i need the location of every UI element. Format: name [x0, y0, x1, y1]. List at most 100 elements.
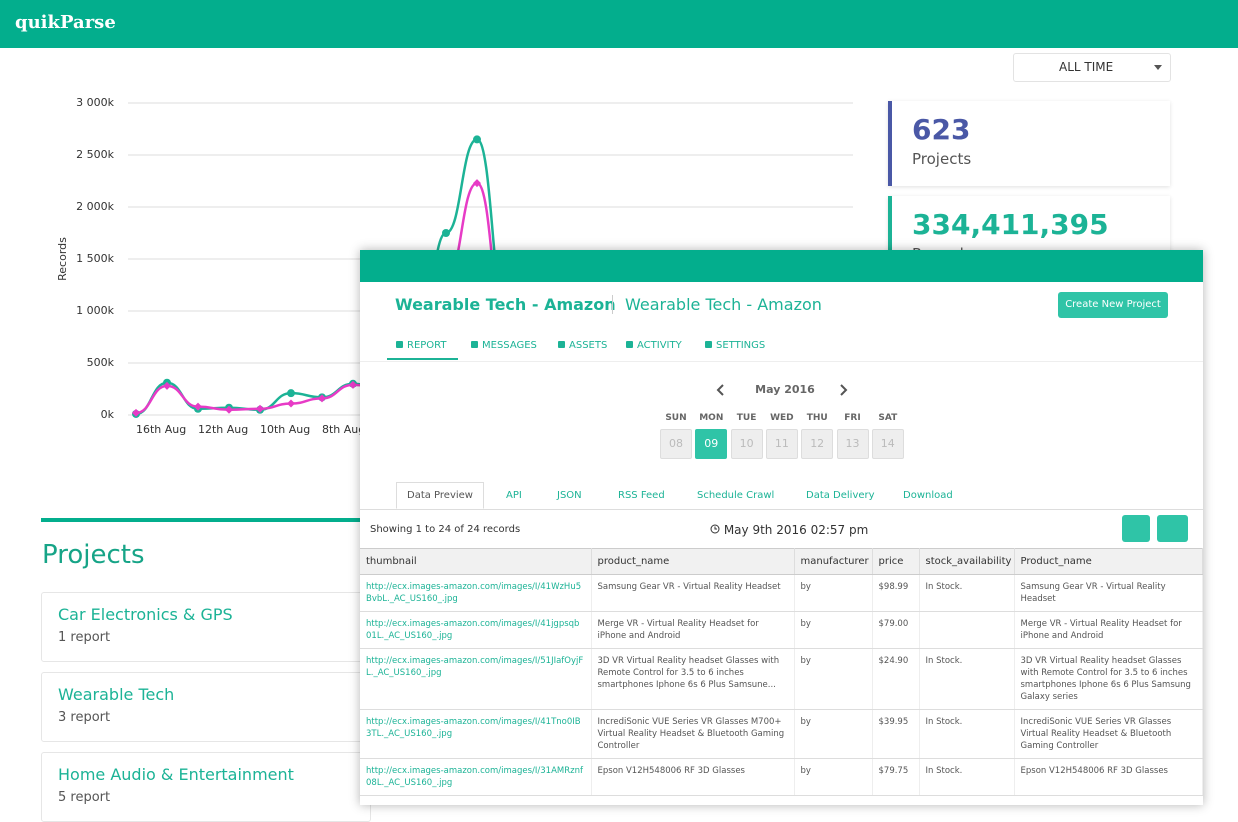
- table-cell[interactable]: http://ecx.images-amazon.com/images/I/41…: [360, 574, 592, 612]
- y-tick-label: 2 500k: [76, 148, 114, 161]
- clock-icon: [710, 524, 720, 534]
- table-cell: by: [794, 758, 873, 796]
- point: [256, 404, 264, 413]
- date-cell[interactable]: 12: [801, 429, 834, 459]
- range-dropdown[interactable]: ALL TIME: [1013, 53, 1171, 82]
- table-cell: [919, 611, 1015, 649]
- nav-tab[interactable]: SETTINGS: [705, 340, 765, 351]
- modal-title: Wearable Tech - Amazon: [395, 295, 616, 314]
- table-cell[interactable]: http://ecx.images-amazon.com/images/I/41…: [360, 709, 592, 759]
- x-tick-label: 16th Aug: [136, 423, 186, 436]
- table-cell: Samsung Gear VR - Virtual Reality Headse…: [591, 574, 795, 612]
- next-month[interactable]: [838, 384, 848, 396]
- date-cell[interactable]: 14: [871, 429, 904, 459]
- point: [194, 402, 202, 411]
- table-cell: $24.90: [872, 648, 920, 710]
- project-reports: 3 report: [58, 710, 111, 725]
- table-cell[interactable]: http://ecx.images-amazon.com/images/I/51…: [360, 648, 592, 710]
- prev-month[interactable]: [716, 384, 726, 396]
- project-card[interactable]: Wearable Tech 3 report: [41, 672, 371, 742]
- project-card[interactable]: Home Audio & Entertainment 5 report: [41, 752, 371, 822]
- column-header: product_name: [591, 548, 795, 575]
- nav-tab[interactable]: ASSETS: [558, 340, 607, 351]
- record-count: Showing 1 to 24 of 24 records: [370, 524, 521, 535]
- day-name: THU: [806, 413, 828, 423]
- timestamp: May 9th 2016 02:57 pm: [710, 523, 868, 537]
- day-name: SUN: [665, 413, 687, 423]
- sub-tab[interactable]: Schedule Crawl: [697, 490, 775, 501]
- day-name: MON: [699, 413, 724, 423]
- table-cell: Epson V12H548006 RF 3D Glasses: [591, 758, 795, 796]
- column-header: thumbnail: [360, 548, 592, 575]
- table-cell: 3D VR Virtual Reality headset Glasses wi…: [591, 648, 795, 710]
- search-button[interactable]: [1122, 515, 1150, 542]
- project-name: Home Audio & Entertainment: [58, 765, 294, 784]
- project-name: Car Electronics & GPS: [58, 605, 233, 624]
- project-card[interactable]: Car Electronics & GPS 1 report: [41, 592, 371, 662]
- y-tick-label: 2 000k: [76, 200, 114, 213]
- series-line: [135, 181, 509, 415]
- table-cell: 3D VR Virtual Reality headset Glasses wi…: [1014, 648, 1203, 710]
- sub-tab[interactable]: Data Preview: [396, 482, 484, 509]
- x-tick-label: 10th Aug: [260, 423, 310, 436]
- month-label: May 2016: [755, 383, 815, 396]
- caret: [1154, 65, 1162, 70]
- create-button[interactable]: Create New Project: [1058, 292, 1168, 318]
- table-cell: $98.99: [872, 574, 920, 612]
- y-tick-label: 3 000k: [76, 96, 114, 109]
- nav-tab[interactable]: ACTIVITY: [626, 340, 682, 351]
- settings-button[interactable]: [1157, 515, 1188, 542]
- stat-card: 623 Projects: [888, 101, 1170, 186]
- projects-title: Projects: [42, 540, 145, 570]
- point: [132, 408, 140, 417]
- day-name: FRI: [844, 413, 861, 423]
- y-tick-label: 1 500k: [76, 252, 114, 265]
- sub-tab[interactable]: API: [506, 490, 522, 501]
- top-bar: quikParse: [0, 0, 1238, 48]
- nav-tab[interactable]: REPORT: [396, 340, 447, 351]
- date-cell[interactable]: 10: [730, 429, 763, 459]
- date-cell[interactable]: 08: [660, 429, 692, 459]
- column-header: manufacturer: [794, 548, 873, 575]
- sub-tab[interactable]: JSON: [557, 490, 582, 501]
- table-cell: by: [794, 709, 873, 759]
- sub-tab[interactable]: Download: [903, 490, 953, 501]
- project-name: Wearable Tech: [58, 685, 175, 704]
- column-header: Product_name: [1014, 548, 1203, 575]
- table-cell: by: [794, 611, 873, 649]
- table-cell: In Stock.: [919, 574, 1015, 612]
- nav-tab[interactable]: MESSAGES: [471, 340, 537, 351]
- point: [442, 229, 450, 237]
- day-name: TUE: [736, 413, 757, 423]
- table-cell: In Stock.: [919, 648, 1015, 710]
- table-cell[interactable]: http://ecx.images-amazon.com/images/I/41…: [360, 611, 592, 649]
- table-row: http://ecx.images-amazon.com/images/I/51…: [360, 648, 1203, 710]
- day-name: SAT: [878, 413, 898, 423]
- range-label: ALL TIME: [1059, 60, 1114, 74]
- point: [349, 380, 357, 389]
- sub-tab[interactable]: RSS Feed: [618, 490, 665, 501]
- table-row: http://ecx.images-amazon.com/images/I/41…: [360, 611, 1203, 649]
- point: [287, 389, 295, 398]
- page: quikParse 0k 500k 1 000k 1 500k 2 000k 2 500k…: [0, 0, 1238, 805]
- table-cell: Epson V12H548006 RF 3D Glasses: [1014, 758, 1203, 796]
- date-cell[interactable]: 11: [765, 429, 798, 459]
- stat-value: 334,411,395: [912, 208, 1109, 241]
- point: [473, 179, 481, 188]
- date-cell[interactable]: 09: [695, 429, 728, 459]
- brand[interactable]: quikParse: [15, 12, 116, 33]
- point: [225, 405, 233, 414]
- date-cell[interactable]: 13: [836, 429, 869, 459]
- stat-label: Projects: [912, 150, 972, 168]
- table-cell: In Stock.: [919, 758, 1015, 796]
- projects-bar: [41, 518, 371, 522]
- project-reports: 5 report: [58, 790, 111, 805]
- timestamp-text: May 9th 2016 02:57 pm: [723, 523, 869, 537]
- table-cell[interactable]: http://ecx.images-amazon.com/images/I/31…: [360, 758, 592, 796]
- tab-border: [360, 361, 1203, 362]
- y-axis-label: Records: [56, 237, 69, 281]
- table-cell: Merge VR - Virtual Reality Headset for i…: [591, 611, 795, 649]
- project-reports: 1 report: [58, 630, 111, 645]
- sub-tab[interactable]: Data Delivery: [806, 490, 875, 501]
- table-cell: $39.95: [872, 709, 920, 759]
